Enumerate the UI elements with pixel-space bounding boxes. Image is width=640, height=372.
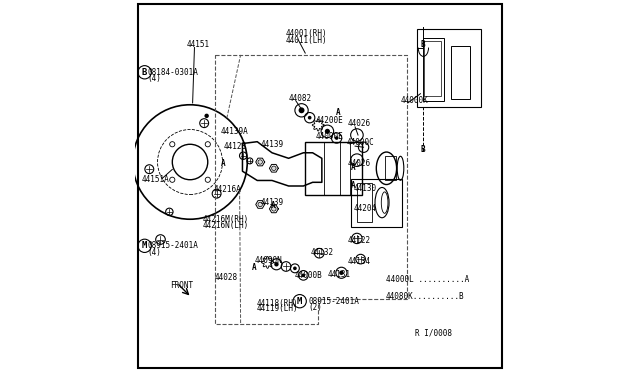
Circle shape: [324, 129, 330, 134]
Circle shape: [258, 202, 262, 207]
Text: 44026: 44026: [348, 119, 371, 128]
Circle shape: [308, 116, 312, 119]
Text: 44000K: 44000K: [401, 96, 428, 105]
Text: B: B: [142, 68, 147, 77]
Bar: [357, 183, 372, 222]
Circle shape: [335, 136, 339, 140]
Text: 44200E: 44200E: [316, 116, 343, 125]
Text: 44151A: 44151A: [142, 175, 170, 184]
Text: R I/0008: R I/0008: [415, 328, 452, 337]
Bar: [351, 179, 403, 227]
Bar: [385, 157, 396, 180]
Text: 44000B: 44000B: [295, 271, 323, 280]
Circle shape: [301, 273, 305, 277]
Text: 08915-2401A: 08915-2401A: [308, 297, 359, 306]
Text: 44080K..........B: 44080K..........B: [386, 292, 465, 301]
Circle shape: [271, 207, 276, 211]
Text: A: A: [221, 159, 225, 169]
Text: 08184-0301A: 08184-0301A: [147, 68, 198, 77]
Circle shape: [299, 108, 305, 113]
Text: 44130: 44130: [354, 185, 377, 193]
Text: 44026: 44026: [348, 158, 371, 168]
Text: 44090N: 44090N: [254, 256, 282, 265]
Text: 44139A: 44139A: [221, 127, 249, 136]
Text: 08915-2401A: 08915-2401A: [147, 241, 198, 250]
Text: (2): (2): [308, 302, 322, 312]
Text: 44216N(LH): 44216N(LH): [203, 221, 249, 230]
Bar: [451, 46, 470, 99]
Text: 44139: 44139: [260, 140, 284, 149]
Text: A: A: [351, 181, 356, 190]
Text: 44128: 44128: [224, 142, 247, 151]
Text: 44028: 44028: [215, 273, 238, 282]
Text: 44011(LH): 44011(LH): [286, 36, 328, 45]
Text: M: M: [297, 297, 302, 306]
Text: FRONT: FRONT: [170, 281, 193, 290]
Text: A: A: [252, 263, 257, 272]
Text: 44134: 44134: [348, 257, 371, 266]
Circle shape: [204, 113, 209, 118]
Text: 44000L ..........A: 44000L ..........A: [386, 275, 469, 283]
Text: (4): (4): [147, 248, 161, 257]
Text: (4): (4): [147, 74, 161, 83]
Text: 44000C: 44000C: [347, 138, 374, 147]
Text: 44082: 44082: [289, 94, 312, 103]
Text: 44151: 44151: [186, 41, 209, 49]
Bar: [305, 142, 362, 195]
Bar: [417, 29, 481, 107]
Text: 44119(LH): 44119(LH): [257, 304, 298, 314]
Text: A: A: [271, 201, 275, 210]
Text: A: A: [335, 108, 340, 117]
Text: 44001(RH): 44001(RH): [286, 29, 328, 38]
Text: B: B: [420, 145, 425, 154]
Text: 44090E: 44090E: [316, 132, 343, 141]
Text: B: B: [420, 41, 425, 49]
Text: 44204: 44204: [354, 203, 377, 213]
Text: 44118(RH): 44118(RH): [257, 299, 298, 308]
Circle shape: [339, 270, 344, 275]
Bar: [422, 38, 444, 101]
Text: 44132: 44132: [311, 248, 334, 257]
Text: 44216A: 44216A: [214, 185, 242, 194]
Text: 44131: 44131: [328, 270, 351, 279]
Bar: [424, 41, 441, 96]
Text: 44216M(RH): 44216M(RH): [203, 215, 249, 224]
Circle shape: [258, 160, 262, 164]
Circle shape: [293, 266, 297, 270]
Text: 44139: 44139: [260, 198, 284, 207]
Text: 44122: 44122: [348, 236, 371, 245]
Circle shape: [274, 262, 278, 266]
Text: M: M: [142, 241, 147, 250]
Text: A: A: [351, 163, 356, 172]
Circle shape: [271, 166, 276, 170]
